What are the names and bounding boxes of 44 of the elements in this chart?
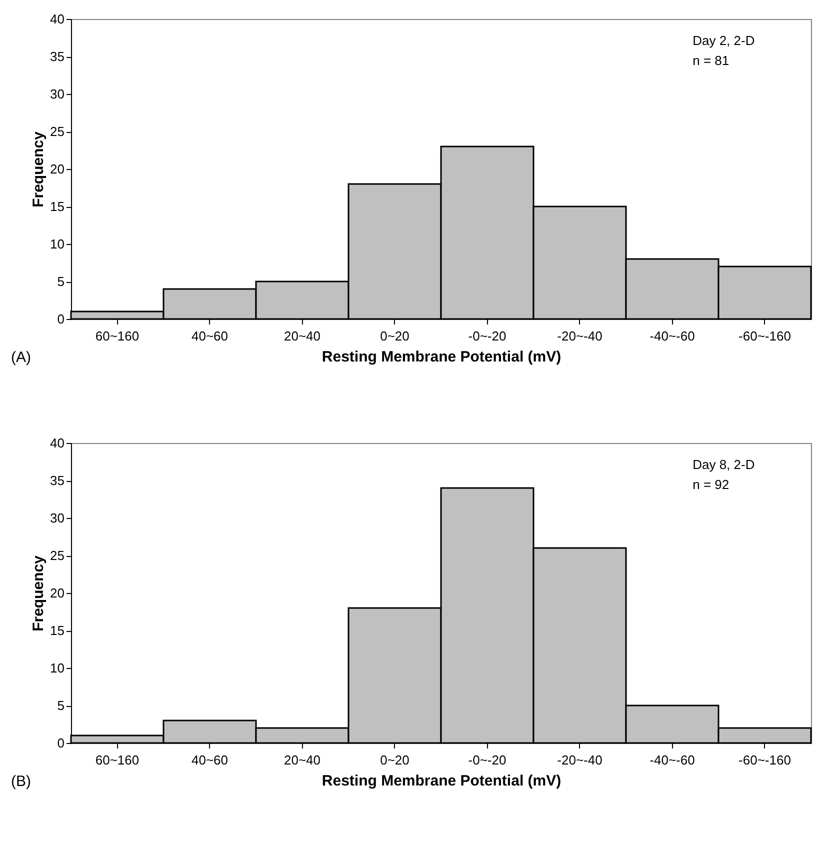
annotation: n = 81 — [692, 53, 730, 68]
x-tick-label: 40~60 — [191, 328, 228, 344]
y-axis-title: Frequency — [30, 130, 48, 208]
y-tick-label: 35 — [50, 49, 64, 64]
y-tick-label: 5 — [57, 274, 64, 289]
y-tick-label: 30 — [50, 86, 64, 102]
y-tick-label: 40 — [50, 436, 64, 450]
x-tick-label: 40~60 — [191, 752, 228, 768]
annotation: Day 2, 2-D — [692, 33, 755, 48]
x-tick-label: -0~-20 — [468, 328, 506, 344]
x-tick-label: 0~20 — [380, 752, 410, 768]
annotation: Day 8, 2-D — [692, 457, 755, 472]
x-tick-label: 20~40 — [284, 328, 321, 344]
y-tick-label: 25 — [50, 124, 64, 139]
x-tick-label: 60~160 — [95, 752, 140, 768]
x-tick-label: 0~20 — [380, 328, 410, 344]
x-tick-label: -40~-60 — [650, 752, 695, 768]
y-tick-label: 20 — [50, 586, 64, 600]
x-tick-label: -60~-160 — [738, 752, 791, 768]
y-tick-label: 10 — [50, 236, 64, 252]
x-tick-label: -20~-40 — [557, 752, 602, 768]
text: (A) — [11, 349, 31, 366]
annotation: n = 92 — [692, 477, 730, 492]
x-tick-label: 20~40 — [284, 752, 321, 768]
y-tick-label: 20 — [50, 162, 64, 176]
y-tick-label: 30 — [50, 510, 64, 526]
y-tick-label: 40 — [50, 12, 64, 26]
y-axis-title: Frequency — [30, 554, 48, 632]
y-tick-label: 35 — [50, 473, 64, 488]
x-axis-title: Resting Membrane Potential (mV) — [322, 772, 562, 790]
x-tick-label: -60~-160 — [738, 328, 791, 344]
y-tick-label: 0 — [57, 736, 64, 750]
x-tick-label: -0~-20 — [468, 752, 506, 768]
y-tick-label: 25 — [50, 548, 64, 563]
y-tick-label: 0 — [57, 312, 64, 326]
text: (B) — [11, 773, 31, 790]
x-tick-label: 60~160 — [95, 328, 140, 344]
x-tick-label: -20~-40 — [557, 328, 602, 344]
y-tick-label: 5 — [57, 698, 64, 713]
y-tick-label: 15 — [50, 623, 64, 638]
y-tick-label: 10 — [50, 660, 64, 676]
x-axis-title: Resting Membrane Potential (mV) — [322, 348, 562, 366]
y-tick-label: 15 — [50, 199, 64, 214]
x-tick-label: -40~-60 — [650, 328, 695, 344]
